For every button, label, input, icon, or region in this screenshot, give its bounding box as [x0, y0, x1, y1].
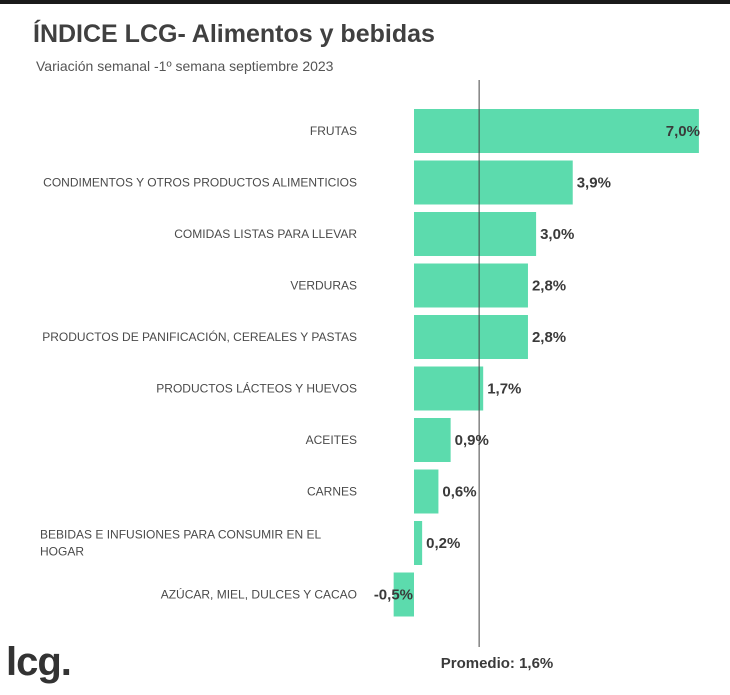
- lcg-logo: lcg.: [6, 640, 72, 684]
- chart-subtitle: Variación semanal -1º semana septiembre …: [36, 58, 334, 74]
- average-label: Promedio: 1,6%: [441, 655, 554, 672]
- bar: [414, 418, 451, 462]
- bar: [414, 212, 537, 256]
- bar: [393, 572, 414, 617]
- value-label: 3,0%: [540, 226, 574, 243]
- bar: [414, 521, 423, 565]
- top-border: [0, 0, 730, 4]
- category-label: HOGAR: [40, 545, 84, 559]
- value-label: 0,2%: [426, 535, 460, 552]
- bar: [414, 315, 528, 359]
- category-label: ACEITES: [306, 433, 357, 447]
- category-label: VERDURAS: [290, 279, 357, 293]
- category-label: COMIDAS LISTAS PARA LLEVAR: [174, 227, 357, 241]
- value-label: 7,0%: [666, 123, 700, 140]
- category-label: BEBIDAS E INFUSIONES PARA CONSUMIR EN EL: [40, 528, 322, 542]
- value-label: -0,5%: [374, 587, 413, 604]
- chart-title: ÍNDICE LCG- Alimentos y bebidas: [33, 20, 435, 48]
- bar: [414, 109, 699, 153]
- category-label: FRUTAS: [310, 124, 357, 138]
- category-label: CARNES: [307, 485, 357, 499]
- bar: [414, 263, 528, 308]
- bar: [414, 160, 573, 205]
- category-label: CONDIMENTOS Y OTROS PRODUCTOS ALIMENTICI…: [43, 176, 357, 190]
- category-label: AZÚCAR, MIEL, DULCES Y CACAO: [161, 587, 357, 602]
- bar: [414, 366, 484, 411]
- category-label: PRODUCTOS LÁCTEOS Y HUEVOS: [156, 381, 357, 396]
- value-label: 1,7%: [487, 381, 521, 398]
- value-label: 2,8%: [532, 329, 566, 346]
- category-label: PRODUCTOS DE PANIFICACIÓN, CEREALES Y PA…: [42, 329, 357, 344]
- value-label: 0,6%: [442, 484, 476, 501]
- value-label: 2,8%: [532, 278, 566, 295]
- value-label: 3,9%: [577, 175, 611, 192]
- bar: [414, 469, 439, 514]
- value-label: 0,9%: [455, 432, 489, 449]
